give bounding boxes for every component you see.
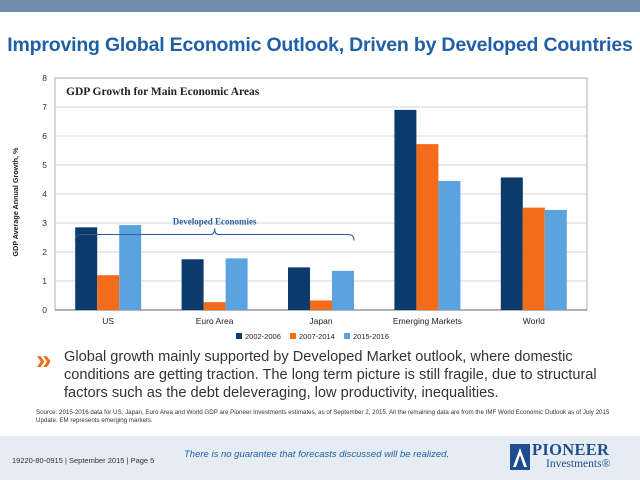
x-tick-label: World xyxy=(523,316,545,326)
y-tick-label: 2 xyxy=(42,247,47,257)
chevron-icon: » xyxy=(36,344,51,375)
legend-swatch xyxy=(290,333,296,339)
annotation-label: Developed Economies xyxy=(173,217,257,227)
x-tick-label: Japan xyxy=(309,316,332,326)
y-tick-label: 0 xyxy=(42,305,47,315)
bar xyxy=(500,177,523,310)
logo-wordmark: PIONEER xyxy=(532,440,610,459)
bar xyxy=(203,302,226,310)
y-tick-label: 8 xyxy=(42,73,47,83)
x-tick-label: Euro Area xyxy=(196,316,234,326)
bar xyxy=(332,270,354,310)
footer-code: 19220-80-0915 | September 2015 | Page 5 xyxy=(12,456,155,465)
y-tick-label: 7 xyxy=(42,102,47,112)
developed-economies-bracket xyxy=(74,228,355,241)
logo-subtitle: Investments® xyxy=(546,458,611,470)
bar xyxy=(522,207,545,310)
y-axis-label: GDP Average Annual Growth, % xyxy=(11,147,20,257)
bar xyxy=(310,300,332,310)
gdp-chart: 0 1 2 3 4 5 6 7 8 GDP Average Annual Growth, % GDP… xyxy=(11,73,588,341)
legend-label: 2015-2016 xyxy=(353,332,389,341)
body-text: Global growth mainly supported by Develo… xyxy=(64,349,597,401)
top-band xyxy=(0,0,640,12)
bar xyxy=(416,144,439,310)
y-tick-label: 1 xyxy=(42,276,47,286)
y-tick-label: 5 xyxy=(42,160,47,170)
source-note: Source: 2015-2016 data for US, Japan, Eu… xyxy=(36,409,610,424)
legend-label: 2002-2006 xyxy=(245,332,281,341)
y-tick-label: 6 xyxy=(42,131,47,141)
bar xyxy=(225,258,248,310)
legend-swatch xyxy=(344,333,350,339)
legend-label: 2007-2014 xyxy=(299,332,335,341)
bar xyxy=(394,109,417,311)
bar xyxy=(438,180,461,310)
bar xyxy=(288,267,310,310)
bar xyxy=(75,227,98,310)
footer-band xyxy=(0,436,640,480)
y-tick-label: 4 xyxy=(42,189,47,199)
x-tick-label: Emerging Markets xyxy=(393,316,462,326)
pioneer-logo-icon xyxy=(510,444,530,470)
bar xyxy=(97,275,120,310)
bar xyxy=(544,209,567,310)
x-tick-label: US xyxy=(102,316,114,326)
bar xyxy=(181,259,204,310)
y-tick-label: 3 xyxy=(42,218,47,228)
chart-title: GDP Growth for Main Economic Areas xyxy=(66,86,260,98)
footer-disclaimer: There is no guarantee that forecasts dis… xyxy=(184,449,450,460)
bar xyxy=(119,225,142,310)
legend-swatch xyxy=(236,333,242,339)
page-title: Improving Global Economic Outlook, Drive… xyxy=(7,34,633,56)
